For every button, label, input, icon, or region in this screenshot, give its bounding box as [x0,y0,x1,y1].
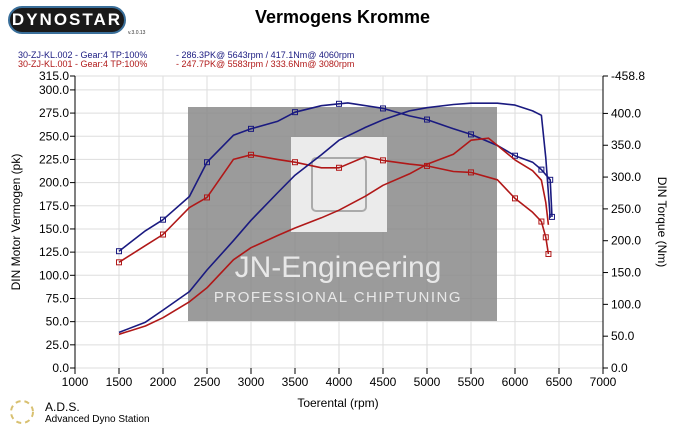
ads-logo-icon [10,400,34,424]
data-point [512,195,518,202]
data-point [468,131,474,138]
series-line-2 [118,154,550,263]
legend-entry-run-002: 30-ZJ-KL.002 - Gear:4 TP:100% - 286.3PK@ … [8,40,354,70]
legend-entry-run-001: 30-ZJ-KL.001 - Gear:4 TP:100% - 247.7PK@ … [8,49,354,79]
y-tick-label: 125.0 [39,245,69,259]
data-point [248,151,254,158]
x-tick-label: 2000 [150,375,177,389]
data-point [380,105,386,112]
data-point [542,234,549,241]
data-point [336,164,342,171]
x-tick-label: 6500 [546,375,573,389]
data-point [116,259,122,266]
x-tick-label: 5500 [458,375,485,389]
watermark: JN-Engineering PROFESSIONAL CHIPTUNING [188,107,497,321]
legend-peak: - 286.3PK@ 5643rpm / 417.1Nm@ 4060rpm [176,50,355,60]
watermark-line2: PROFESSIONAL CHIPTUNING [214,289,462,306]
data-point [160,231,166,238]
data-point [380,157,386,164]
legend-run: 30-ZJ-KL.002 - Gear:4 TP:100% [18,50,148,60]
legend-peak: - 247.7PK@ 5583rpm / 333.6Nm@ 3080rpm [176,59,355,69]
watermark-line1: JN-Engineering [235,251,442,284]
data-point [424,116,430,123]
y2-tick-label: 350.0 [611,138,641,152]
logo-version: v.3.0.13 [128,30,146,36]
y2-tick-label: 400.0 [611,106,641,120]
x-tick-label: 1500 [106,375,133,389]
data-point [248,125,254,132]
y-tick-label: 0.0 [52,361,69,375]
y-tick-label: 315.0 [39,69,69,83]
y-tick-label: 250.0 [39,129,69,143]
x-tick-label: 3000 [238,375,265,389]
data-point [292,159,298,166]
data-point [512,152,518,159]
series [116,100,555,336]
y-tick-label: 50.0 [46,315,70,329]
x-tick-label: 7000 [590,375,617,389]
x-tick-label: 5000 [414,375,441,389]
page-title: Vermogens Kromme [254,7,431,27]
x-tick-label: 2500 [194,375,221,389]
y2-tick-label: 150.0 [611,266,641,280]
x-tick-label: 1000 [62,375,89,389]
y-tick-label: 175.0 [39,199,69,213]
chip-icon [291,137,387,232]
footer-brand: A.D.S. [45,400,80,414]
x-tick-label: 4500 [370,375,397,389]
y-axis-label: DIN Motor Vermogen (pk) [9,154,23,291]
data-point [538,218,545,225]
data-point [336,100,342,107]
data-point [538,166,545,173]
y2-axis-label: DIN Torque (Nm) [655,177,669,267]
y2-tick-label: 250.0 [611,202,641,216]
data-point [204,194,210,201]
y2-tick-label: 200.0 [611,234,641,248]
data-point [116,248,122,255]
y-tick-label: 225.0 [39,152,69,166]
axes: 1000 1500 2000 2500 3000 3500 4000 4500 5000 5500… [39,69,645,389]
y2-tick-label: 50.0 [611,329,635,343]
y2-tick-label: -458.8 [611,69,645,83]
dynostar-logo: DYNOSTAR [8,6,126,34]
x-axis-label: Toerental (rpm) [297,396,378,410]
legend-run: 30-ZJ-KL.001 - Gear:4 TP:100% [18,59,148,69]
y-tick-label: 25.0 [46,338,70,352]
y-tick-label: 300.0 [39,83,69,97]
y2-tick-label: 100.0 [611,297,641,311]
y-tick-label: 150.0 [39,222,69,236]
y-tick-label: 75.0 [46,291,70,305]
y-tick-label: 100.0 [39,268,69,282]
series-line-3 [118,102,551,334]
y-tick-label: 275.0 [39,106,69,120]
y2-tick-label: 300.0 [611,170,641,184]
data-point [292,109,298,116]
data-point [204,159,210,166]
x-tick-label: 3500 [282,375,309,389]
y-tick-label: 200.0 [39,176,69,190]
data-point [545,250,552,257]
footer-brand-full: Advanced Dyno Station [45,414,150,425]
y2-tick-label: 0.0 [611,361,628,375]
data-point [468,169,474,176]
series-line-1 [118,102,553,252]
data-point [160,216,166,223]
series-line-4 [118,137,550,336]
x-tick-label: 6000 [502,375,529,389]
x-tick-label: 4000 [326,375,353,389]
